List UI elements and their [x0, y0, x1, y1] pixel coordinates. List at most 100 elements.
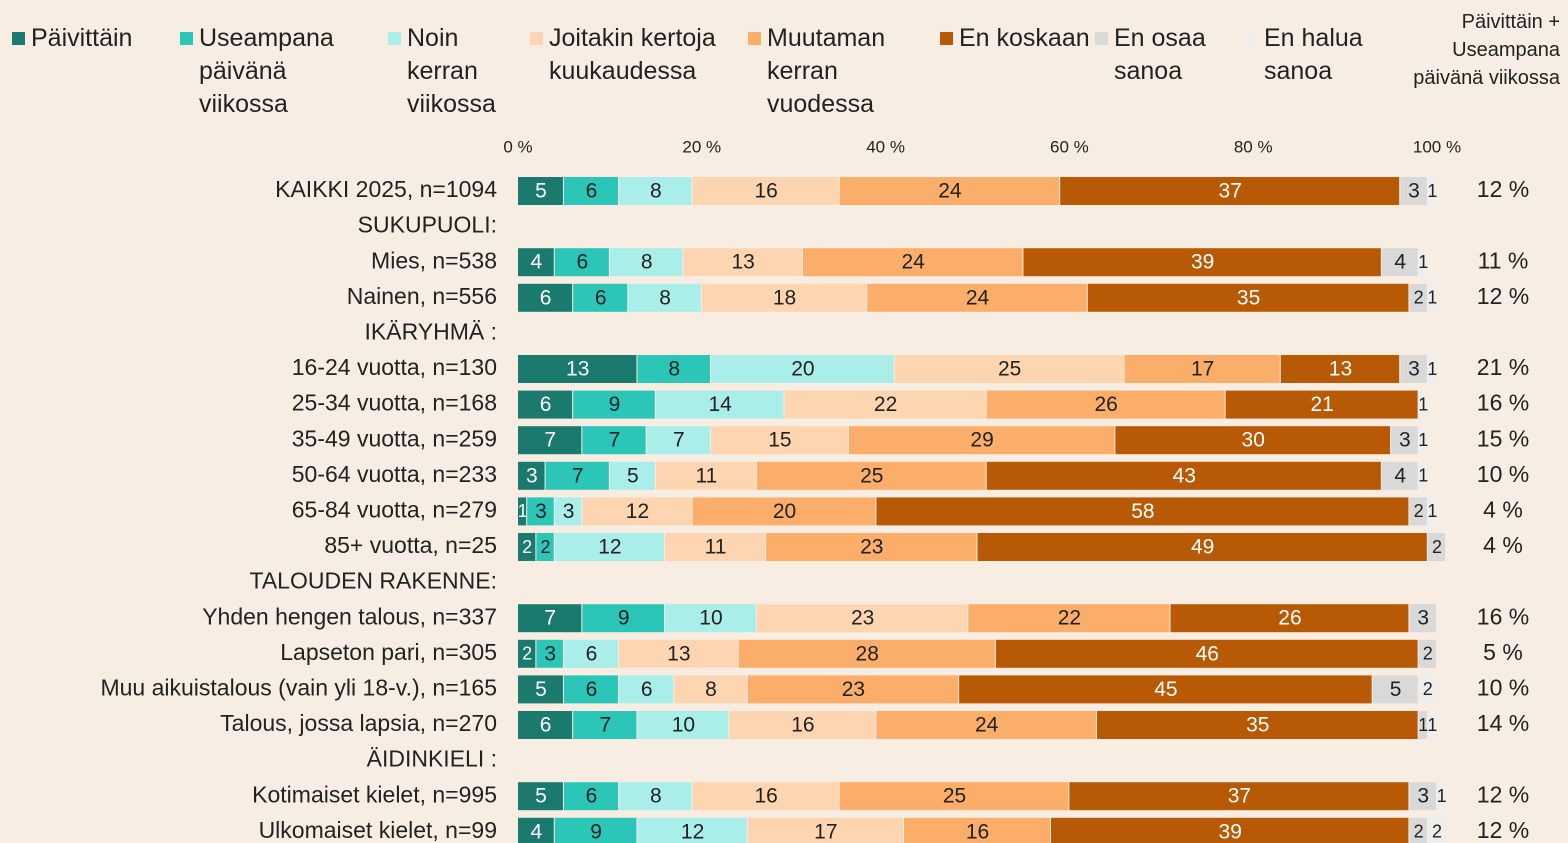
value-label: 46	[1196, 642, 1219, 665]
category-label: Nainen, n=556	[347, 283, 497, 309]
legend-item: En osaa sanoa	[1095, 22, 1235, 88]
value-label: 1	[1418, 466, 1428, 486]
value-label: 43	[1173, 464, 1196, 487]
bar-segment	[573, 283, 628, 312]
bar-segment	[582, 604, 665, 633]
value-label: 23	[860, 536, 883, 559]
value-label: 6	[586, 678, 598, 701]
category-label: Muu aikuistalous (vain yli 18-v.), n=165	[100, 674, 497, 700]
value-label: 24	[975, 714, 999, 737]
value-label: 14	[709, 393, 733, 416]
sum-label: 16 %	[1477, 603, 1529, 629]
value-label: 13	[566, 358, 589, 381]
value-label: 5	[535, 678, 547, 701]
legend-label: En koskaan	[959, 24, 1090, 52]
bar-segment	[554, 497, 582, 526]
value-label: 25	[998, 358, 1021, 381]
value-label: 6	[641, 678, 653, 701]
value-label: 20	[773, 500, 796, 523]
value-label: 8	[659, 286, 671, 309]
value-label: 3	[1417, 607, 1429, 630]
value-label: 8	[641, 251, 653, 274]
bar-segment	[766, 533, 977, 561]
x-tick-label: 80 %	[1234, 137, 1273, 156]
value-label: 11	[705, 536, 727, 559]
category-label: 35-49 vuotta, n=259	[292, 425, 497, 451]
bar-segment	[839, 782, 1069, 811]
bar-segment	[692, 497, 876, 526]
sum-label: 11 %	[1478, 247, 1529, 273]
value-label: 4	[1394, 464, 1406, 487]
category-label: Ulkomaiset kielet, n=99	[259, 817, 497, 843]
value-label: 13	[667, 642, 690, 665]
bar-segment	[1124, 355, 1280, 383]
sum-label: 10 %	[1477, 461, 1529, 487]
bar-segment	[692, 782, 839, 811]
sum-label: 12 %	[1477, 176, 1529, 202]
bar-segment	[563, 782, 619, 811]
value-label: 2	[522, 644, 532, 664]
bar-segment	[1427, 497, 1436, 526]
category-label: 85+ vuotta, n=25	[324, 532, 497, 558]
value-label: 20	[791, 358, 814, 381]
bar-segment	[995, 639, 1418, 668]
legend-swatch	[1095, 32, 1108, 45]
bar-segment	[1409, 782, 1436, 811]
value-label: 7	[544, 607, 556, 630]
value-label: 16	[754, 180, 777, 203]
value-label: 3	[1417, 785, 1429, 808]
bar-segment	[628, 283, 701, 312]
value-label: 1	[518, 501, 528, 521]
value-label: 45	[1154, 678, 1177, 701]
value-label: 1	[1427, 288, 1437, 308]
bar-segment	[518, 533, 536, 561]
bar-segment	[1427, 177, 1436, 205]
value-label: 10	[699, 607, 722, 630]
bar-segment	[518, 817, 554, 843]
bar-segment	[665, 604, 756, 633]
value-label: 1	[1418, 715, 1428, 735]
value-label: 3	[535, 500, 547, 523]
value-label: 2	[1414, 288, 1424, 308]
value-label: 1	[1427, 715, 1437, 735]
bar-segment	[1427, 711, 1436, 739]
legend-label: Noin kerran viikossa	[407, 24, 496, 118]
bar-segment	[729, 711, 876, 739]
value-label: 23	[851, 607, 874, 630]
value-label: 5	[535, 785, 547, 808]
sum-label: 10 %	[1477, 674, 1529, 700]
bar-segment	[609, 248, 683, 277]
value-label: 58	[1131, 500, 1154, 523]
bar-segment	[683, 248, 802, 277]
sum-label: 21 %	[1477, 354, 1529, 380]
bar-segment	[573, 390, 655, 419]
bar-segment	[518, 711, 573, 739]
bar-segment	[1170, 604, 1409, 633]
value-label: 1	[1437, 786, 1447, 806]
bar-segment	[1391, 426, 1418, 455]
value-label: 2	[541, 537, 551, 557]
legend-label: Muutaman kerran vuodessa	[767, 24, 886, 118]
value-label: 5	[627, 464, 639, 487]
bar-segment	[609, 461, 655, 490]
category-label: 50-64 vuotta, n=233	[292, 461, 497, 487]
value-label: 15	[768, 429, 791, 452]
bar-segment	[1023, 248, 1381, 277]
value-label: 16	[754, 785, 777, 808]
bar-segment	[756, 461, 986, 490]
bar-segment	[563, 675, 619, 704]
value-label: 2	[522, 537, 532, 557]
legend-label: En osaa sanoa	[1114, 24, 1206, 85]
legend-item: En halua sanoa	[1245, 22, 1395, 88]
sum-label: 14 %	[1477, 710, 1529, 736]
value-label: 6	[540, 714, 552, 737]
bar-segment	[839, 177, 1060, 205]
category-label: 65-84 vuotta, n=279	[292, 496, 497, 522]
value-label: 3	[1408, 358, 1420, 381]
bar-segment	[563, 639, 619, 668]
bar-segment	[518, 675, 563, 704]
bar-segment	[1087, 283, 1409, 312]
bar-segment	[1381, 248, 1418, 277]
value-label: 16	[966, 820, 989, 843]
